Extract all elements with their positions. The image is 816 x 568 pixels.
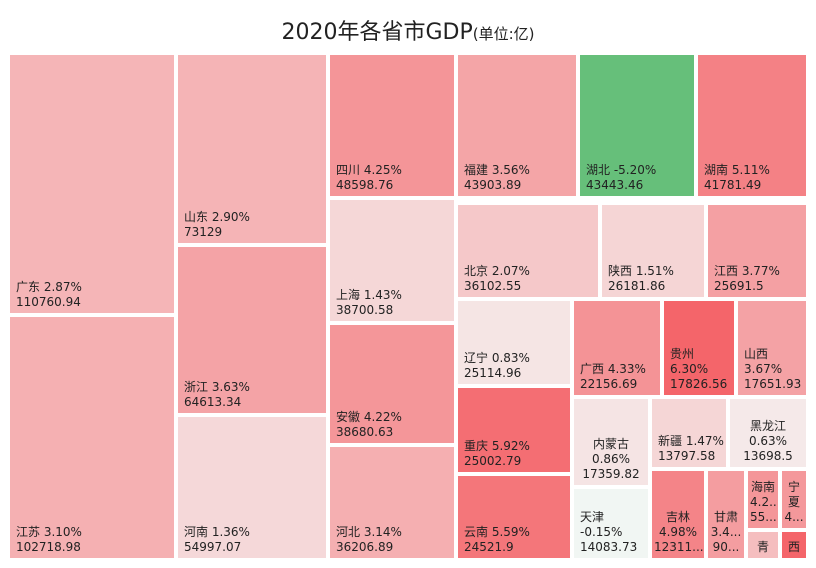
treemap-tile-青海[interactable]: 青: [746, 530, 780, 560]
treemap-tile-广西[interactable]: 广西 4.33% 22156.69: [572, 299, 662, 397]
treemap-tile-label: 宁 夏 4...: [784, 480, 804, 524]
treemap-tile-label: 天津 -0.15% 14083.73: [580, 510, 638, 554]
treemap-tile-甘肃[interactable]: 甘肃 3.4... 90...: [706, 469, 746, 560]
treemap-tile-吉林[interactable]: 吉林 4.98% 12311...: [650, 469, 706, 560]
treemap-tile-label: 陕西 1.51% 26181.86: [608, 264, 674, 293]
chart-title-unit: (单位:亿): [472, 25, 535, 43]
treemap-tile-陕西[interactable]: 陕西 1.51% 26181.86: [600, 203, 706, 299]
treemap-tile-label: 浙江 3.63% 64613.34: [184, 380, 250, 409]
treemap-tile-label: 广西 4.33% 22156.69: [580, 362, 646, 391]
treemap-tile-label: 青: [756, 540, 769, 554]
treemap-tile-label: 贵州 6.30% 17826.56: [670, 347, 728, 391]
treemap-tile-北京[interactable]: 北京 2.07% 36102.55: [456, 203, 600, 299]
treemap-tile-label: 甘肃 3.4... 90...: [710, 510, 742, 554]
treemap-tile-label: 上海 1.43% 38700.58: [336, 288, 402, 317]
treemap-tile-上海[interactable]: 上海 1.43% 38700.58: [328, 198, 456, 323]
treemap-tile-浙江[interactable]: 浙江 3.63% 64613.34: [176, 245, 328, 415]
treemap-tile-label: 湖北 -5.20% 43443.46: [586, 163, 657, 192]
treemap-tile-label: 安徽 4.22% 38680.63: [336, 410, 402, 439]
treemap-tile-label: 内蒙古 0.86% 17359.82: [582, 437, 640, 481]
treemap-tile-广东[interactable]: 广东 2.87% 110760.94: [8, 53, 176, 315]
treemap-tile-label: 辽宁 0.83% 25114.96: [464, 351, 530, 380]
treemap-tile-label: 新疆 1.47% 13797.58: [658, 434, 724, 463]
treemap-tile-福建[interactable]: 福建 3.56% 43903.89: [456, 53, 578, 198]
treemap-tile-辽宁[interactable]: 辽宁 0.83% 25114.96: [456, 299, 572, 386]
treemap-tile-山东[interactable]: 山东 2.90% 73129: [176, 53, 328, 245]
treemap-tile-江苏[interactable]: 江苏 3.10% 102718.98: [8, 315, 176, 560]
treemap-tile-label: 四川 4.25% 48598.76: [336, 163, 402, 192]
treemap-tile-黑龙江[interactable]: 黑龙江 0.63% 13698.5: [728, 397, 808, 469]
treemap-tile-重庆[interactable]: 重庆 5.92% 25002.79: [456, 386, 572, 474]
treemap-tile-四川[interactable]: 四川 4.25% 48598.76: [328, 53, 456, 198]
treemap-tile-label: 山东 2.90% 73129: [184, 210, 250, 239]
treemap-tile-label: 福建 3.56% 43903.89: [464, 163, 530, 192]
treemap-tile-label: 云南 5.59% 24521.9: [464, 525, 530, 554]
treemap-tile-山西[interactable]: 山西 3.67% 17651.93: [736, 299, 808, 397]
treemap-tile-label: 山西 3.67% 17651.93: [744, 347, 802, 391]
chart-title-main: 2020年各省市GDP: [281, 20, 473, 45]
treemap-tile-label: 海南 4.2... 55...: [750, 480, 780, 524]
treemap-tile-label: 黑龙江 0.63% 13698.5: [743, 419, 793, 463]
treemap-tile-label: 湖南 5.11% 41781.49: [704, 163, 770, 192]
treemap-tile-天津[interactable]: 天津 -0.15% 14083.73: [572, 487, 650, 560]
treemap-tile-江西[interactable]: 江西 3.77% 25691.5: [706, 203, 808, 299]
treemap-tile-label: 江苏 3.10% 102718.98: [16, 525, 82, 554]
treemap-tile-label: 河北 3.14% 36206.89: [336, 525, 402, 554]
treemap-tile-label: 西: [787, 540, 800, 554]
treemap-tile-湖南[interactable]: 湖南 5.11% 41781.49: [696, 53, 808, 198]
treemap-tile-label: 广东 2.87% 110760.94: [16, 280, 82, 309]
treemap-tile-label: 吉林 4.98% 12311...: [654, 510, 704, 554]
chart-title: 2020年各省市GDP(单位:亿): [0, 14, 816, 46]
treemap-tile-label: 河南 1.36% 54997.07: [184, 525, 250, 554]
treemap-tile-label: 重庆 5.92% 25002.79: [464, 439, 530, 468]
treemap-tile-湖北[interactable]: 湖北 -5.20% 43443.46: [578, 53, 696, 198]
treemap-tile-label: 北京 2.07% 36102.55: [464, 264, 530, 293]
treemap-tile-贵州[interactable]: 贵州 6.30% 17826.56: [662, 299, 736, 397]
treemap-tile-西藏[interactable]: 西: [780, 530, 808, 560]
treemap-tile-云南[interactable]: 云南 5.59% 24521.9: [456, 474, 572, 560]
treemap-tile-河北[interactable]: 河北 3.14% 36206.89: [328, 445, 456, 560]
treemap-tile-label: 江西 3.77% 25691.5: [714, 264, 780, 293]
treemap-tile-河南[interactable]: 河南 1.36% 54997.07: [176, 415, 328, 560]
treemap-tile-宁夏[interactable]: 宁 夏 4...: [780, 469, 808, 530]
treemap-tile-新疆[interactable]: 新疆 1.47% 13797.58: [650, 397, 728, 469]
treemap-tile-海南[interactable]: 海南 4.2... 55...: [746, 469, 780, 530]
treemap-tile-内蒙古[interactable]: 内蒙古 0.86% 17359.82: [572, 397, 650, 487]
treemap-tile-安徽[interactable]: 安徽 4.22% 38680.63: [328, 323, 456, 445]
